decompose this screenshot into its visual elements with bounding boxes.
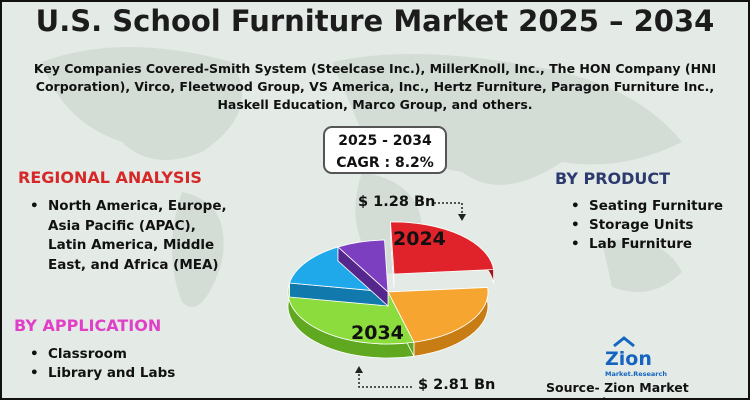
- logo-name: Zion: [605, 348, 652, 370]
- arrow: [458, 214, 466, 221]
- application-heading: BY APPLICATION: [14, 316, 162, 335]
- arrow: [355, 366, 363, 373]
- regional-heading: REGIONAL ANALYSIS: [18, 168, 202, 187]
- pie-slice: [390, 221, 495, 275]
- value-2024: $ 1.28 Bn: [358, 194, 436, 210]
- pie-chart: [287, 221, 495, 359]
- application-item: Classroom: [30, 345, 127, 365]
- pie-slice: [337, 239, 389, 293]
- key-companies: Key Companies Covered-Smith System (Stee…: [33, 61, 717, 112]
- logo-sub: Market.Research: [605, 370, 667, 378]
- product-heading: BY PRODUCT: [555, 169, 671, 188]
- product-item: Seating Furniture: [571, 197, 723, 217]
- product-item: Lab Furniture: [571, 235, 692, 255]
- product-item: Storage Units: [571, 216, 694, 236]
- cagr-rate: CAGR : 8.2%: [336, 155, 434, 171]
- regional-item: North America, Europe, Asia Pacific (APA…: [30, 197, 238, 275]
- title: U.S. School Furniture Market 2025 – 2034: [35, 4, 715, 38]
- label-2034: 2034: [351, 322, 404, 344]
- value-2034: $ 2.81 Bn: [418, 377, 496, 393]
- application-item: Library and Labs: [30, 364, 175, 384]
- cagr-box: 2025 - 2034 CAGR : 8.2%: [323, 126, 447, 174]
- callouts: [358, 202, 463, 388]
- source: Source- Zion Market Research: [546, 380, 689, 398]
- cagr-period: 2025 - 2034: [338, 133, 432, 149]
- label-2024: 2024: [393, 228, 446, 250]
- pie-slice: [387, 287, 489, 343]
- logo-mark: [613, 336, 635, 348]
